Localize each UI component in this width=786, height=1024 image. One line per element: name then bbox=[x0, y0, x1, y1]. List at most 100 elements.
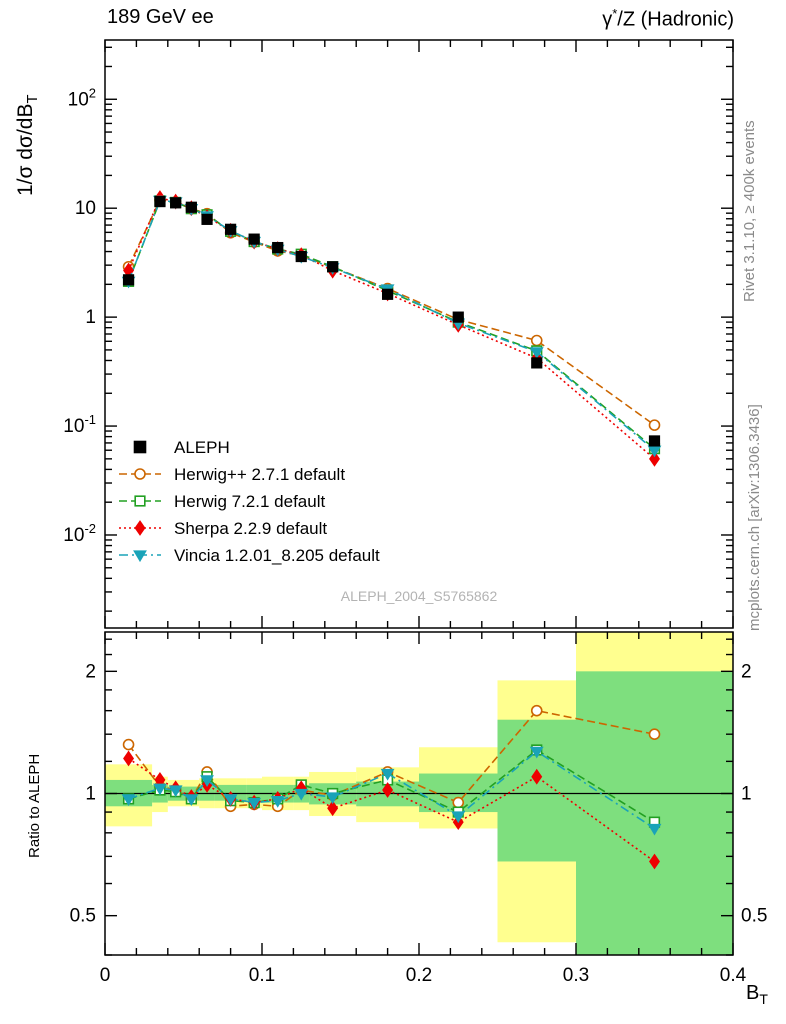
marker-square bbox=[201, 213, 213, 225]
x-tick-label: 0.2 bbox=[406, 965, 432, 986]
legend-item: Herwig++ 2.7.1 default bbox=[119, 465, 345, 484]
marker-triangle-down bbox=[133, 550, 147, 563]
x-axis-label: BT bbox=[746, 982, 768, 1007]
series-line bbox=[127, 709, 655, 808]
process-label: /Z (Hadronic) bbox=[617, 8, 734, 31]
marker-triangle-down bbox=[647, 823, 662, 836]
marker-diamond bbox=[382, 782, 394, 798]
marker-diamond bbox=[649, 450, 660, 467]
x-axis-label-subscript: T bbox=[759, 991, 768, 1007]
series-line bbox=[127, 199, 656, 450]
marker-triangle-down bbox=[529, 746, 544, 759]
marker-square bbox=[381, 288, 394, 300]
ratio-tick-label-left: 0.5 bbox=[70, 906, 96, 927]
marker-square bbox=[648, 435, 661, 447]
series-mc bbox=[122, 195, 661, 455]
marker-diamond bbox=[531, 768, 543, 785]
legend-item: Vincia 1.2.01_8.205 default bbox=[119, 546, 380, 565]
marker-square bbox=[170, 197, 182, 209]
marker-triangle-down bbox=[184, 794, 199, 806]
marker-triangle-down bbox=[223, 794, 238, 806]
legend-item: Sherpa 2.2.9 default bbox=[119, 519, 327, 538]
y-axis-label-main-subscript: T bbox=[25, 94, 42, 104]
x-tick-label: 0.4 bbox=[720, 965, 747, 986]
x-tick-label: 0.3 bbox=[563, 965, 589, 986]
y-axis-label-main: 1/σ dσ/dBT bbox=[14, 95, 41, 196]
marker-square bbox=[327, 261, 339, 273]
marker-circle bbox=[452, 796, 465, 809]
legend-item: Herwig 7.2.1 default bbox=[119, 492, 325, 511]
marker-triangle-down bbox=[325, 792, 340, 805]
green-uncertainty-band bbox=[576, 671, 733, 955]
marker-circle bbox=[122, 738, 135, 751]
marker-triangle-down bbox=[200, 775, 214, 788]
marker-square bbox=[154, 195, 166, 208]
marker-square bbox=[272, 241, 284, 254]
x-tick-label: 0.1 bbox=[249, 965, 275, 986]
marker-triangle-down bbox=[121, 794, 136, 806]
series-line bbox=[127, 199, 656, 451]
marker-triangle-down bbox=[247, 797, 262, 810]
y-tick-label: 10 bbox=[75, 198, 96, 219]
ratio-tick-label-left: 2 bbox=[85, 661, 96, 682]
ratio-tick-label-left: 1 bbox=[85, 784, 96, 805]
x-tick-label: 0 bbox=[100, 965, 111, 986]
y-tick-label: 1 bbox=[85, 307, 96, 328]
marker-square bbox=[452, 311, 464, 323]
marker-square bbox=[248, 233, 260, 245]
green-uncertainty-band bbox=[246, 784, 262, 801]
marker-circle bbox=[134, 468, 146, 480]
marker-circle bbox=[530, 704, 543, 717]
legend-label: Sherpa 2.2.9 default bbox=[174, 519, 327, 538]
ratio-series-mc bbox=[121, 746, 662, 836]
legend-label: Herwig 7.2.1 default bbox=[174, 492, 325, 511]
legend-label: Vincia 1.2.01_8.205 default bbox=[174, 546, 380, 565]
ratio-tick-label-right: 0.5 bbox=[741, 906, 767, 927]
y-tick-label: 102 bbox=[68, 85, 96, 110]
analysis-id-watermark: ALEPH_2004_S5765862 bbox=[340, 588, 498, 604]
series-line bbox=[128, 757, 655, 863]
marker-diamond bbox=[327, 800, 339, 817]
marker-triangle-down bbox=[380, 768, 395, 781]
main-series bbox=[121, 190, 662, 467]
rivet-version-text: Rivet 3.1.10, ≥ 400k events bbox=[741, 120, 758, 302]
marker-triangle-down bbox=[529, 347, 544, 359]
marker-diamond bbox=[123, 750, 135, 767]
series-line bbox=[127, 199, 655, 426]
ratio-tick-label-right: 1 bbox=[741, 784, 752, 805]
marker-circle bbox=[530, 334, 543, 347]
ratio-series bbox=[121, 704, 662, 870]
marker-circle bbox=[648, 728, 661, 740]
y-axis-label-main-text: 1/σ dσ/dB bbox=[14, 103, 37, 196]
series-mc bbox=[121, 195, 662, 458]
marker-triangle-down bbox=[153, 783, 167, 796]
marker-triangle-down bbox=[451, 811, 466, 824]
y-axis-label-ratio: Ratio to ALEPH bbox=[26, 753, 43, 858]
process-title: γ*/Z (Hadronic) bbox=[602, 6, 734, 32]
marker-diamond bbox=[134, 520, 146, 536]
marker-diamond bbox=[649, 853, 660, 870]
marker-square bbox=[133, 440, 147, 454]
gamma-star-superscript: * bbox=[612, 6, 618, 21]
marker-square bbox=[122, 274, 135, 286]
series-mc bbox=[123, 190, 660, 467]
gamma-symbol: γ bbox=[602, 8, 613, 31]
y-tick-label: 10-2 bbox=[63, 521, 96, 546]
axis-tick-labels: 10-2 10-1 1 10 102 0.5 0.5 1 1 2 2 0 0.1 0.2 0.3 0.4 bbox=[63, 85, 767, 986]
marker-square bbox=[134, 495, 146, 507]
marker-square bbox=[225, 223, 237, 235]
legend-label: ALEPH bbox=[174, 438, 230, 457]
marker-triangle-down bbox=[168, 785, 183, 798]
marker-square bbox=[295, 250, 307, 263]
series-line bbox=[127, 197, 656, 460]
marker-square bbox=[185, 201, 197, 213]
main-frame bbox=[104, 39, 734, 629]
marker-square bbox=[531, 357, 543, 369]
x-axis-label-text: B bbox=[746, 982, 760, 1004]
series-data bbox=[122, 195, 661, 447]
mcplots-credit-text: mcplots.cern.ch [arXiv:1306.3436] bbox=[746, 404, 763, 631]
green-uncertainty-band bbox=[497, 719, 576, 862]
marker-triangle-down bbox=[270, 796, 285, 808]
